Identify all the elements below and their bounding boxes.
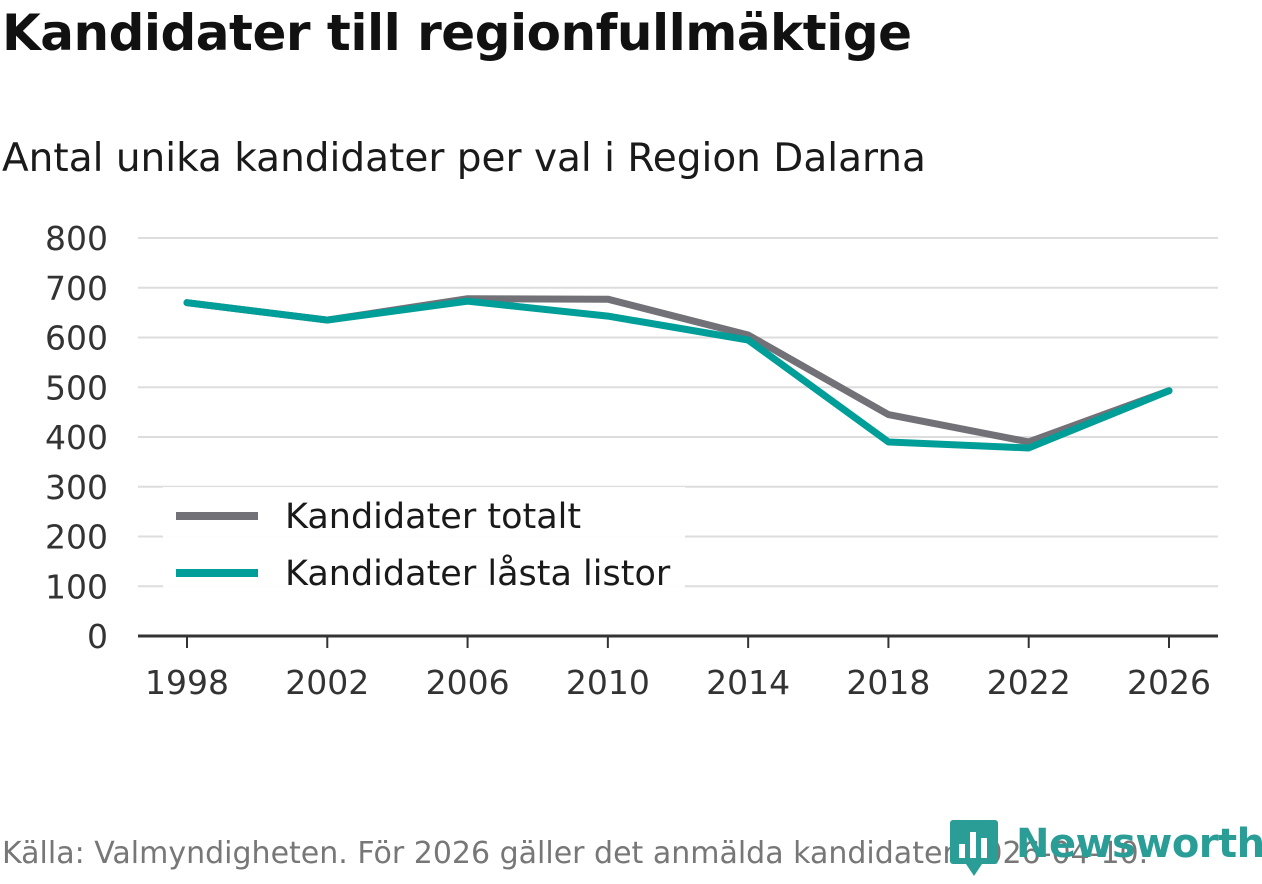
newsworthy-logo-text: Newsworthy xyxy=(1016,821,1262,867)
x-tick-label: 2006 xyxy=(426,663,510,702)
y-tick-label: 100 xyxy=(45,567,108,606)
series-lines xyxy=(183,295,1173,452)
chart-subtitle: Antal unika kandidater per val i Region … xyxy=(2,136,926,181)
x-tick-label: 2018 xyxy=(846,663,930,702)
newsworthy-logo-icon xyxy=(950,818,998,876)
chart-title: Kandidater till regionfullmäktige xyxy=(2,4,912,62)
x-axis-ticks: 1998 2002 2006 2010 2014 2018 2022 2026 xyxy=(145,636,1211,702)
y-tick-label: 800 xyxy=(45,219,108,258)
y-tick-label: 0 xyxy=(87,617,108,656)
x-tick-label: 2014 xyxy=(706,663,790,702)
y-tick-label: 300 xyxy=(45,468,108,507)
x-tick-label: 2002 xyxy=(285,663,369,702)
x-tick-label: 1998 xyxy=(145,663,229,702)
legend-background xyxy=(163,487,685,602)
x-tick-label: 2010 xyxy=(566,663,650,702)
y-axis-ticks: 0 100 200 300 400 500 600 700 800 xyxy=(45,219,108,656)
legend-label-total: Kandidater totalt xyxy=(285,497,581,537)
series-line-locked xyxy=(183,297,1173,452)
x-tick-label: 2026 xyxy=(1127,663,1211,702)
y-tick-label: 600 xyxy=(45,319,108,358)
legend-label-locked: Kandidater låsta listor xyxy=(285,553,671,594)
newsworthy-logo: Newsworthy xyxy=(950,818,1262,876)
x-tick-label: 2022 xyxy=(987,663,1071,702)
y-tick-label: 500 xyxy=(45,368,108,407)
y-tick-label: 400 xyxy=(45,418,108,457)
y-tick-label: 200 xyxy=(45,518,108,557)
y-tick-label: 700 xyxy=(45,269,108,308)
legend: Kandidater totalt Kandidater låsta listo… xyxy=(163,487,685,602)
